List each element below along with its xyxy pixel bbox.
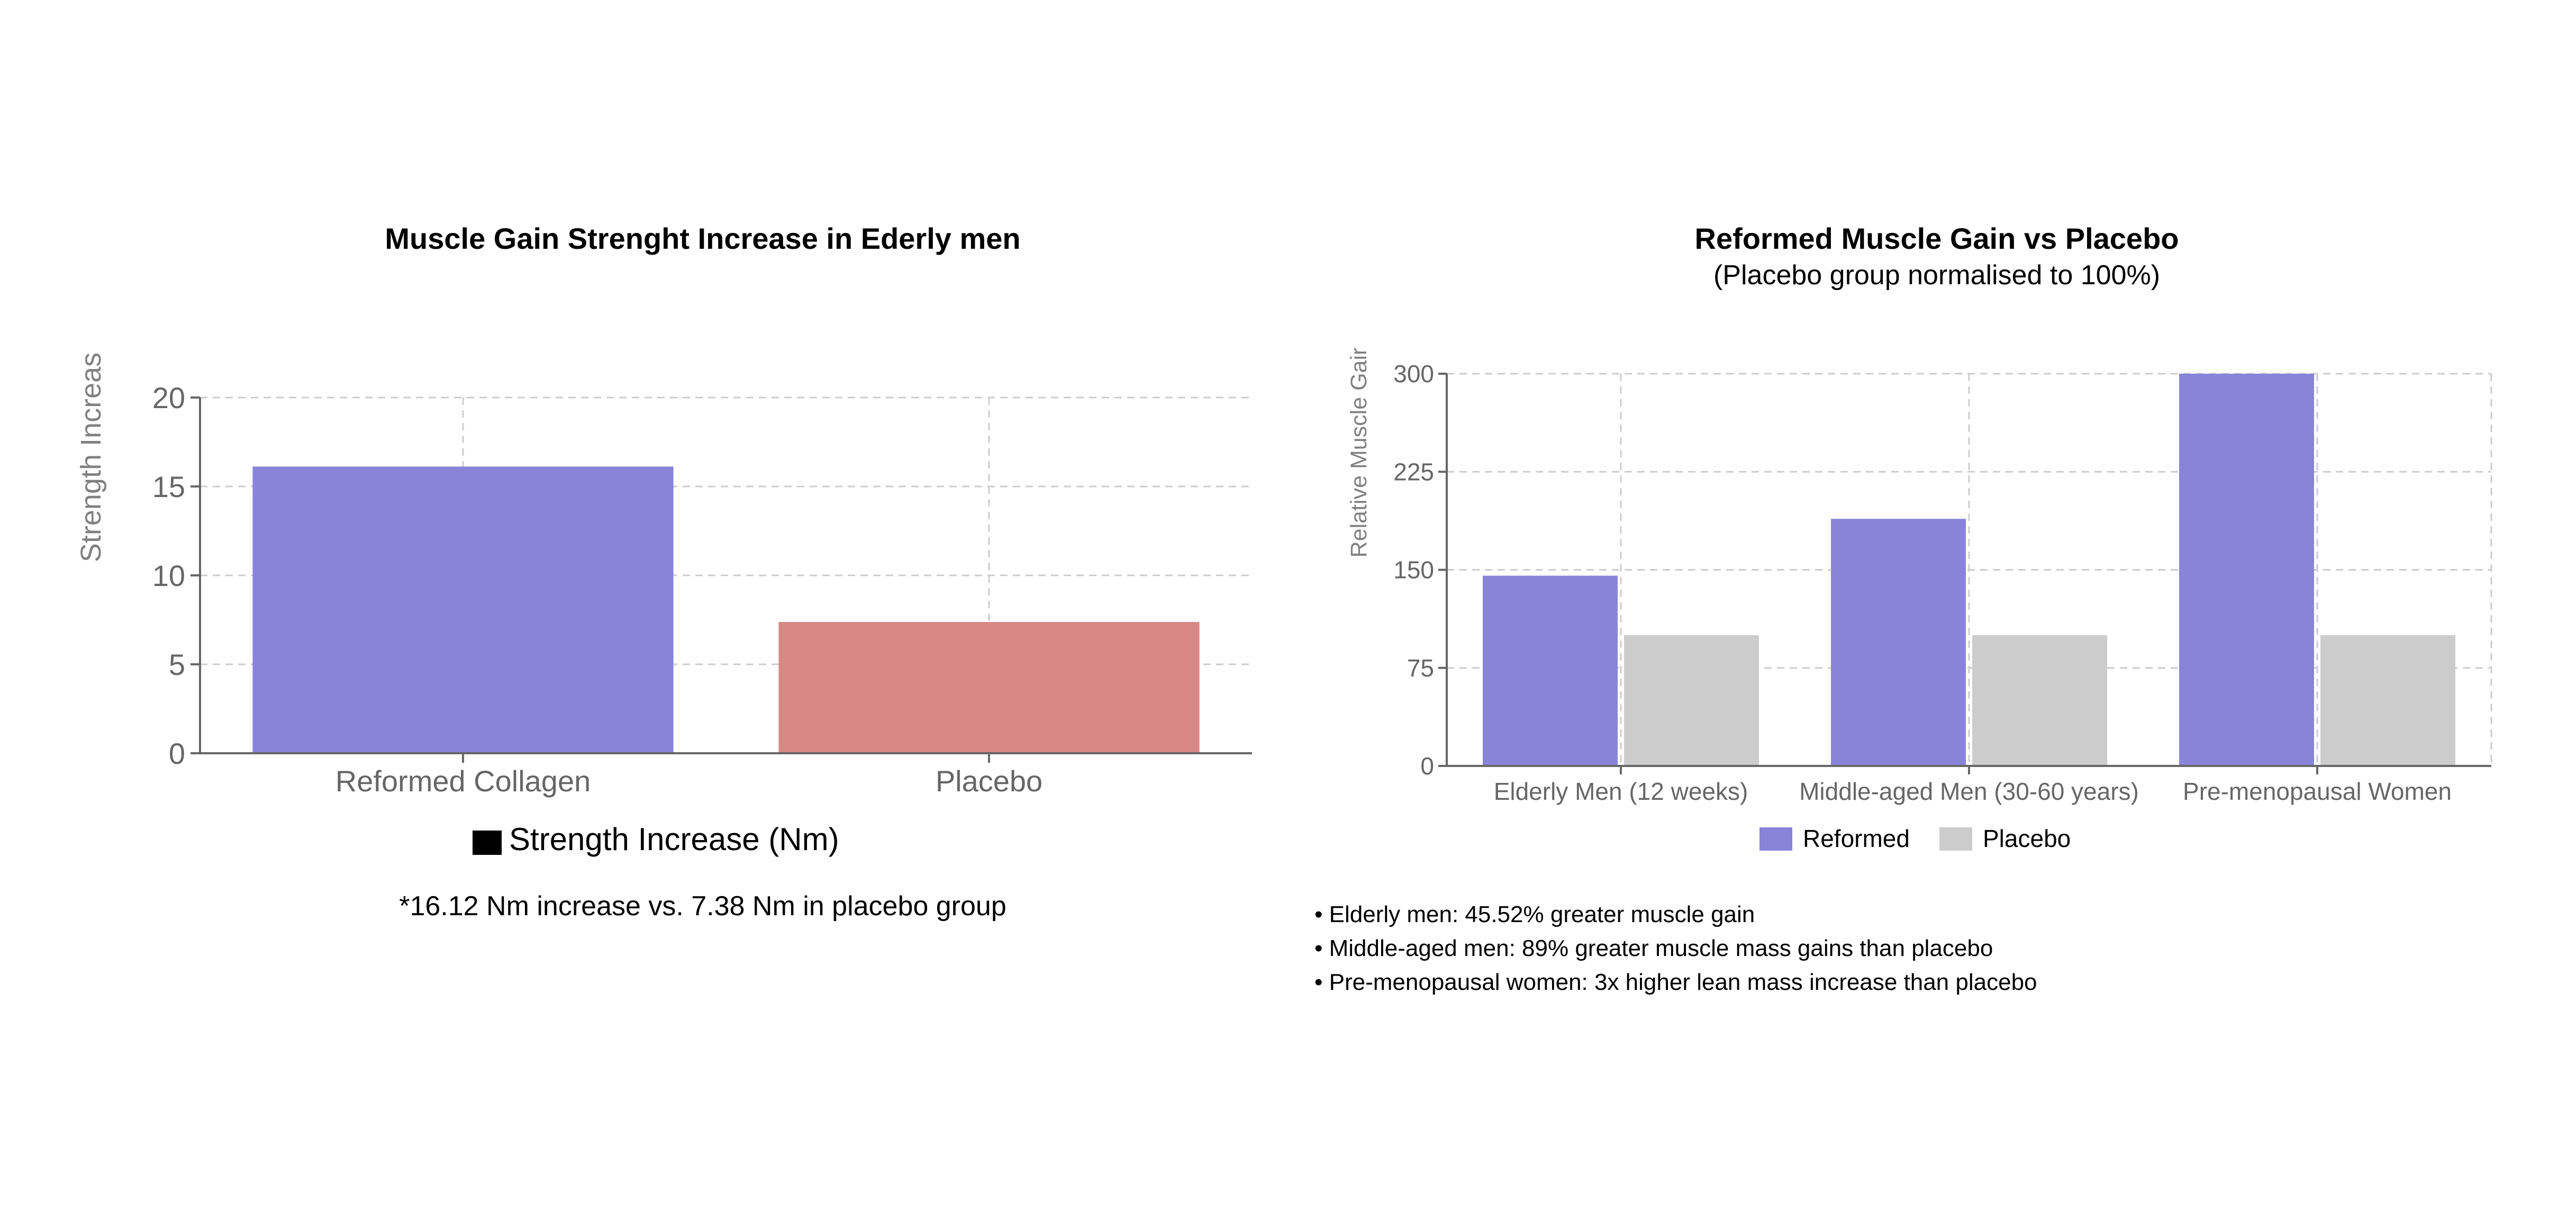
- right-chart-subtitle: (Placebo group normalised to 100%): [1713, 260, 2161, 291]
- left-y-tick-label: 0: [169, 737, 185, 770]
- right-x-tick-label: Elderly Men (12 weeks): [1494, 778, 1748, 805]
- right-y-tick-label: 150: [1393, 556, 1434, 584]
- left-y-tick-label: 5: [169, 648, 185, 681]
- left-legend-label: Strength Increase (Nm): [509, 822, 839, 857]
- right-y-tick-label: 225: [1393, 458, 1434, 485]
- left-chart: 0 5 10 15 20 Reformed Collagen Placebo Strength…: [75, 353, 1252, 857]
- right-x-tick-label: Pre-menopausal Women: [2183, 778, 2452, 805]
- left-x-tick-label: Reformed Collagen: [335, 764, 591, 798]
- right-y-tick-label: 75: [1407, 654, 1434, 682]
- bar-placebo-pre-menopausal-women: [2320, 635, 2455, 766]
- right-y-tick-label: 300: [1393, 360, 1434, 387]
- note-elderly-men: • Elderly men: 45.52% greater muscle gai…: [1314, 901, 1755, 927]
- bar-placebo-middle-aged-men-30-60-years: [1972, 635, 2107, 766]
- bar-reformed-pre-menopausal-women: [2179, 374, 2314, 766]
- bar-reformed-elderly-men-12-weeks: [1483, 575, 1618, 766]
- right-y-axis-label: Relative Muscle Gair: [1346, 348, 1372, 558]
- right-legend-label-placebo: Placebo: [1983, 825, 2071, 852]
- note-pre-menopausal-women: • Pre-menopausal women: 3x higher lean m…: [1314, 969, 2037, 995]
- left-x-tick-label: Placebo: [936, 764, 1042, 798]
- bar-reformed-middle-aged-men-30-60-years: [1831, 519, 1966, 766]
- left-y-tick-label: 10: [152, 559, 185, 592]
- bar-placebo-elderly-men-12-weeks: [1624, 635, 1759, 766]
- bar-reformed-collagen: [252, 466, 674, 753]
- note-middle-aged-men: • Middle-aged men: 89% greater muscle ma…: [1314, 935, 1993, 961]
- bar-placebo: [778, 622, 1200, 753]
- left-y-tick-label: 15: [152, 470, 185, 503]
- left-chart-title: Muscle Gain Strenght Increase in Ederly …: [385, 222, 1021, 255]
- right-chart-notes: • Elderly men: 45.52% greater muscle gai…: [1314, 898, 2037, 999]
- right-legend-swatch-placebo: [1939, 827, 1972, 851]
- left-legend-swatch: [473, 831, 502, 855]
- left-y-tick-label: 20: [152, 381, 185, 414]
- right-legend-swatch-reformed: [1759, 827, 1792, 851]
- right-chart-title: Reformed Muscle Gain vs Placebo: [1694, 222, 2179, 255]
- left-y-axis-label: Strength Increas: [75, 353, 107, 562]
- right-chart: 0 75 150 225 300 Elderly Men (12 weeks) Middle…: [1346, 348, 2492, 852]
- right-legend-label-reformed: Reformed: [1803, 825, 1910, 852]
- right-x-tick-label: Middle-aged Men (30-60 years): [1799, 778, 2139, 805]
- left-chart-note: *16.12 Nm increase vs. 7.38 Nm in placeb…: [399, 891, 1006, 922]
- right-y-tick-label: 0: [1420, 752, 1434, 780]
